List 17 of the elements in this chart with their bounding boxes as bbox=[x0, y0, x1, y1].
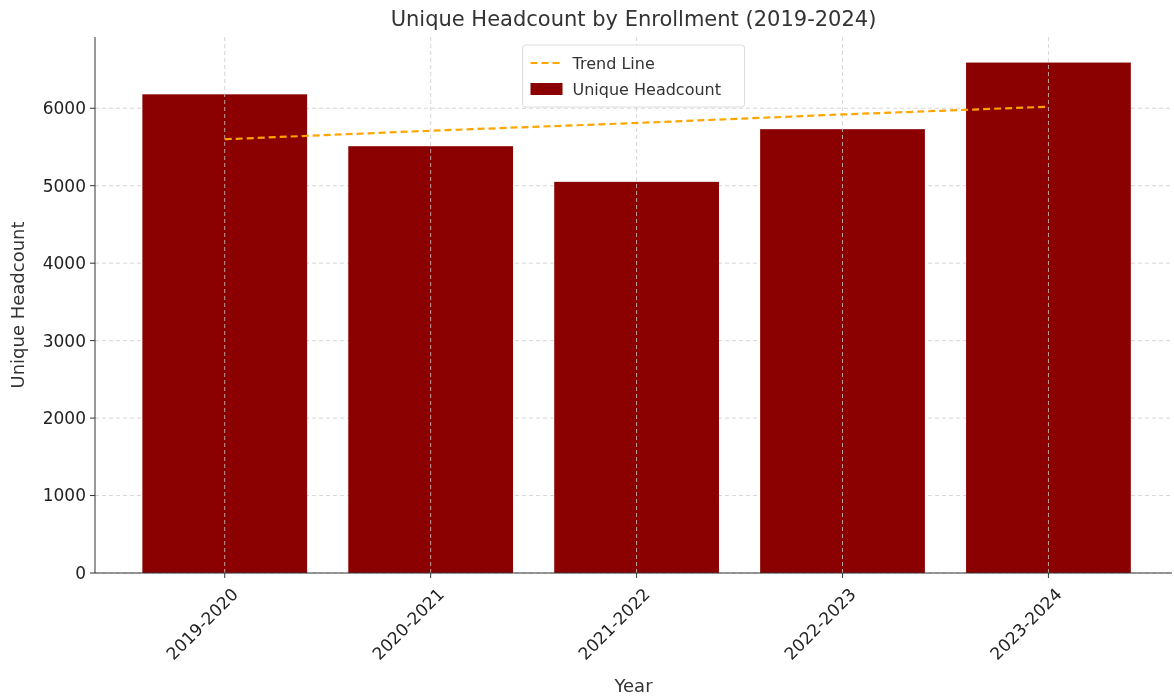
legend-label: Trend Line bbox=[571, 53, 655, 73]
y-tick-label: 5000 bbox=[42, 175, 86, 196]
y-tick-label: 2000 bbox=[42, 408, 86, 429]
bar bbox=[760, 129, 925, 573]
bar bbox=[966, 62, 1131, 573]
y-tick-label: 3000 bbox=[42, 330, 86, 351]
bar bbox=[554, 181, 719, 573]
y-tick-label: 4000 bbox=[42, 253, 86, 274]
y-tick-label: 1000 bbox=[42, 485, 86, 506]
x-axis-title: Year bbox=[613, 675, 654, 696]
y-tick-label: 6000 bbox=[42, 98, 86, 119]
y-tick-label: 0 bbox=[75, 562, 86, 583]
y-axis-title: Unique Headcount bbox=[7, 221, 28, 389]
bar bbox=[142, 94, 308, 573]
legend-label: Unique Headcount bbox=[572, 79, 721, 99]
bar bbox=[348, 146, 514, 573]
chart-title: Unique Headcount by Enrollment (2019-2024) bbox=[390, 7, 877, 31]
